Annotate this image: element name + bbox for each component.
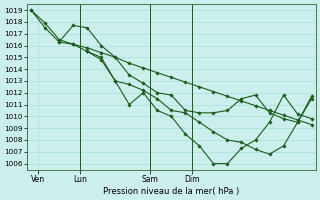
X-axis label: Pression niveau de la mer( hPa ): Pression niveau de la mer( hPa )	[103, 187, 239, 196]
